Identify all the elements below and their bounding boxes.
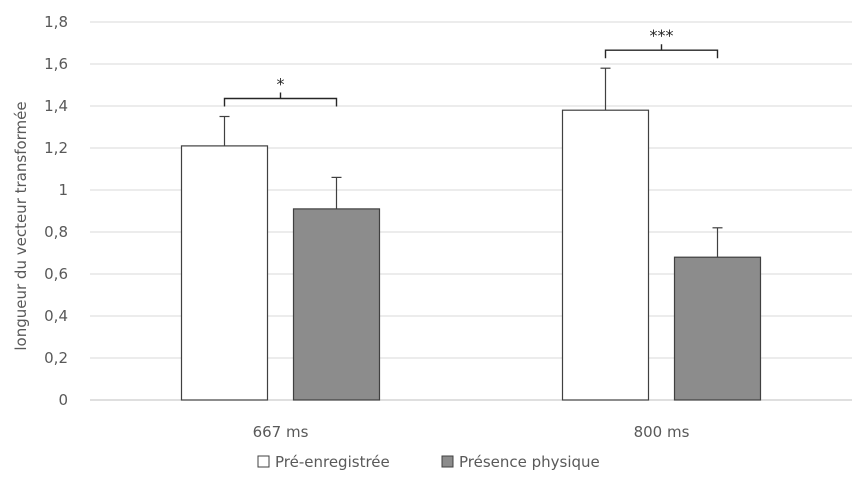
legend-swatch — [257, 455, 270, 468]
significance-bracket — [604, 44, 719, 59]
y-tick-label: 0 — [58, 391, 68, 409]
bar — [180, 145, 269, 401]
bar-layer — [180, 109, 762, 401]
error-bar-layer — [219, 67, 723, 258]
label-layer: longueur du vecteur transformée 0 0,2 0,4 0… — [12, 13, 690, 441]
bar — [292, 208, 381, 401]
legend: Pré-enregistrée Présence physique — [257, 453, 600, 471]
y-tick-label: 1,6 — [44, 55, 68, 73]
significance-label: *** — [650, 26, 674, 45]
significance-bracket — [223, 92, 338, 107]
legend-swatch — [441, 455, 454, 468]
y-tick-label: 1 — [58, 181, 68, 199]
y-axis-label: longueur du vecteur transformée — [12, 101, 30, 350]
legend-label: Pré-enregistrée — [275, 453, 390, 471]
bar — [561, 109, 650, 401]
y-tick-label: 0,4 — [44, 307, 68, 325]
significance-label: * — [277, 75, 285, 94]
legend-label: Présence physique — [459, 453, 600, 471]
x-tick-label: 800 ms — [634, 423, 690, 441]
y-tick-label: 1,2 — [44, 139, 68, 157]
y-tick-label: 0,6 — [44, 265, 68, 283]
x-tick-label: 667 ms — [253, 423, 309, 441]
y-tick-label: 1,4 — [44, 97, 68, 115]
significance-layer: **** — [223, 26, 719, 107]
bar — [673, 256, 762, 401]
y-tick-label: 1,8 — [44, 13, 68, 31]
y-tick-label: 0,2 — [44, 349, 68, 367]
y-tick-label: 0,8 — [44, 223, 68, 241]
